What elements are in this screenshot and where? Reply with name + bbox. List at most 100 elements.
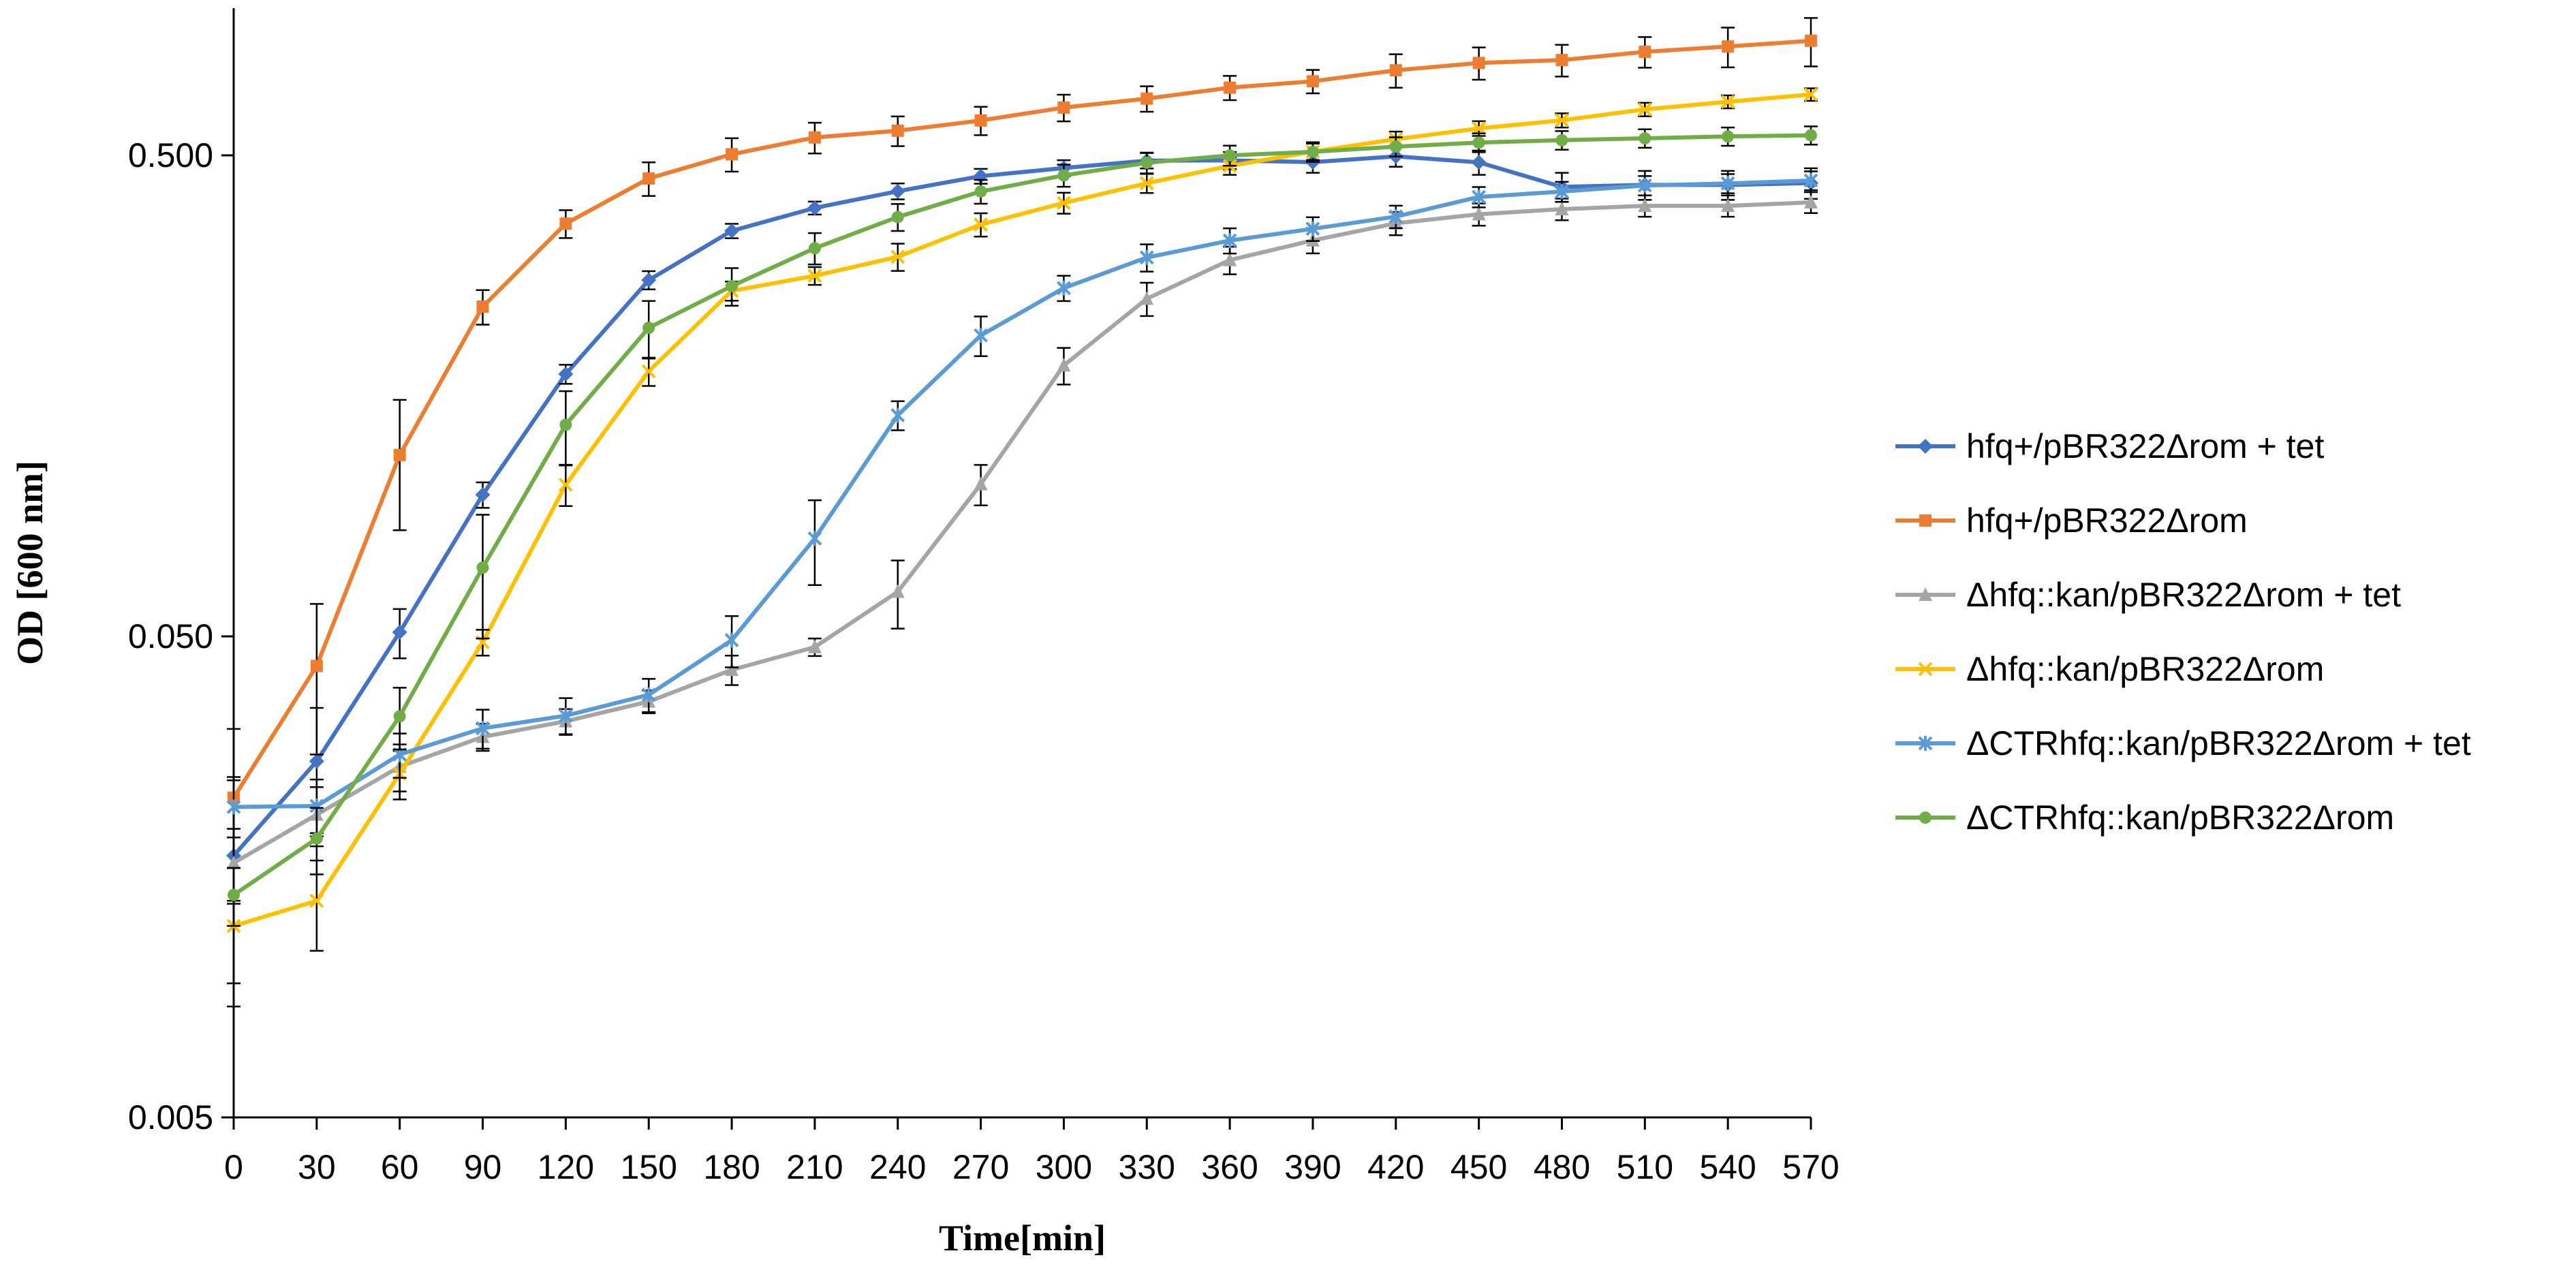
data-point bbox=[1722, 130, 1735, 143]
series-line bbox=[233, 178, 1812, 809]
series-line bbox=[232, 133, 1812, 897]
data-point bbox=[808, 131, 821, 144]
data-point bbox=[1555, 134, 1568, 146]
legend-entry: hfq+/pBR322Δrom bbox=[1895, 501, 2248, 540]
x-tick-label: 90 bbox=[464, 1148, 502, 1186]
data-point bbox=[642, 172, 655, 185]
x-tick-label: 60 bbox=[381, 1148, 419, 1186]
data-point bbox=[1639, 132, 1651, 145]
data-point bbox=[974, 476, 988, 491]
data-point bbox=[807, 268, 822, 283]
data-point bbox=[1224, 149, 1237, 162]
data-point bbox=[558, 708, 573, 724]
series-line bbox=[232, 38, 1812, 799]
legend-marker bbox=[1918, 662, 1933, 677]
data-point bbox=[1472, 136, 1485, 149]
legend-entry: Δhfq::kan/pBR322Δrom bbox=[1895, 650, 2324, 688]
data-point bbox=[1306, 145, 1319, 158]
x-tick-label: 300 bbox=[1036, 1148, 1092, 1186]
data-point bbox=[1639, 46, 1651, 59]
legend-label: hfq+/pBR322Δrom bbox=[1966, 501, 2248, 540]
data-point bbox=[1472, 206, 1486, 221]
x-tick-label: 570 bbox=[1782, 1148, 1839, 1186]
data-point bbox=[1471, 155, 1487, 170]
data-point bbox=[1638, 198, 1652, 213]
data-point bbox=[1305, 221, 1320, 236]
series-3 bbox=[227, 191, 1818, 905]
data-point bbox=[1637, 178, 1652, 193]
error-bar bbox=[392, 399, 407, 531]
data-point bbox=[227, 855, 240, 869]
legend-marker bbox=[1919, 811, 1931, 824]
x-tick-label: 240 bbox=[869, 1148, 926, 1186]
data-point bbox=[974, 328, 988, 343]
data-point bbox=[1472, 121, 1487, 136]
data-point bbox=[559, 217, 572, 230]
data-point bbox=[641, 273, 657, 288]
data-point bbox=[1555, 113, 1569, 127]
series-line bbox=[233, 92, 1812, 928]
data-point bbox=[1057, 196, 1071, 211]
data-point bbox=[807, 639, 822, 653]
x-tick-label: 360 bbox=[1201, 1148, 1258, 1186]
data-point bbox=[1555, 184, 1569, 200]
data-point bbox=[1140, 92, 1153, 105]
data-point bbox=[393, 710, 406, 723]
data-point bbox=[1555, 54, 1568, 67]
data-point bbox=[1722, 40, 1735, 53]
x-tick-label: 150 bbox=[620, 1148, 677, 1186]
data-point bbox=[1555, 201, 1569, 215]
legend-label: ΔCTRhfq::kan/pBR322Δrom + tet bbox=[1966, 724, 2471, 762]
legend-marker bbox=[1919, 514, 1931, 527]
data-point bbox=[1222, 233, 1237, 249]
data-point bbox=[1139, 176, 1154, 191]
data-point bbox=[641, 364, 656, 379]
x-tick-label: 270 bbox=[952, 1148, 1009, 1186]
y-tick-label: 0.005 bbox=[128, 1098, 213, 1136]
data-point bbox=[1721, 198, 1735, 213]
series-5 bbox=[226, 170, 1818, 839]
data-point bbox=[1804, 195, 1818, 209]
data-point bbox=[1805, 129, 1817, 142]
data-point bbox=[393, 448, 406, 461]
legend-label: Δhfq::kan/pBR322Δrom bbox=[1966, 650, 2324, 688]
series-line bbox=[232, 200, 1812, 865]
data-point bbox=[891, 124, 904, 137]
x-tick-label: 120 bbox=[538, 1148, 594, 1186]
data-point bbox=[974, 217, 988, 232]
data-point bbox=[1140, 291, 1154, 305]
data-point bbox=[891, 211, 904, 223]
legend-label: Δhfq::kan/pBR322Δrom + tet bbox=[1966, 576, 2401, 614]
plot-area bbox=[226, 8, 1818, 1119]
legend-entry: ΔCTRhfq::kan/pBR322Δrom bbox=[1895, 799, 2394, 837]
data-point bbox=[476, 300, 489, 313]
series-2 bbox=[227, 17, 1818, 902]
data-point bbox=[310, 660, 323, 672]
x-tick-label: 540 bbox=[1699, 1148, 1756, 1186]
data-point bbox=[641, 687, 656, 702]
x-tick-label: 330 bbox=[1119, 1148, 1175, 1186]
y-tick-label: 0.500 bbox=[128, 136, 213, 174]
data-point bbox=[726, 148, 739, 161]
data-point bbox=[725, 662, 739, 677]
series-6 bbox=[227, 125, 1818, 927]
data-point bbox=[226, 799, 241, 815]
data-point bbox=[1224, 81, 1237, 94]
data-point bbox=[1803, 172, 1818, 188]
data-point bbox=[1139, 249, 1154, 265]
data-point bbox=[476, 561, 489, 574]
x-tick-label: 390 bbox=[1284, 1148, 1341, 1186]
data-point bbox=[724, 632, 739, 648]
error-bar bbox=[309, 603, 324, 756]
legend-marker bbox=[1919, 587, 1932, 601]
legend-marker bbox=[1918, 439, 1933, 454]
data-point bbox=[1057, 358, 1071, 372]
legend-entry: Δhfq::kan/pBR322Δrom + tet bbox=[1895, 576, 2401, 614]
x-tick-label: 450 bbox=[1450, 1148, 1507, 1186]
data-point bbox=[1057, 101, 1070, 114]
y-axis-ticks: 0.005 0.050 0.500 bbox=[128, 136, 234, 1136]
legend-label: hfq+/pBR322Δrom + tet bbox=[1966, 427, 2324, 465]
series-line bbox=[232, 154, 1812, 857]
data-point bbox=[974, 185, 987, 198]
